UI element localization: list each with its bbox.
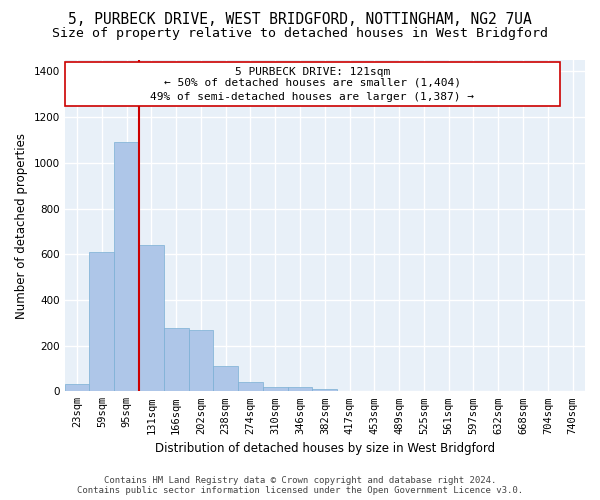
Text: ← 50% of detached houses are smaller (1,404): ← 50% of detached houses are smaller (1,… (164, 78, 461, 88)
Bar (313, 390, 337, 392)
Text: Contains HM Land Registry data © Crown copyright and database right 2024.
Contai: Contains HM Land Registry data © Crown c… (77, 476, 523, 495)
Bar (139, 245, 164, 392)
Bar (89, 252, 114, 392)
Bar (164, 328, 188, 392)
Bar (287, 387, 313, 392)
Bar (188, 330, 214, 392)
FancyBboxPatch shape (65, 62, 560, 106)
Text: 5, PURBECK DRIVE, WEST BRIDGFORD, NOTTINGHAM, NG2 7UA: 5, PURBECK DRIVE, WEST BRIDGFORD, NOTTIN… (68, 12, 532, 28)
Bar (263, 387, 287, 392)
Text: 49% of semi-detached houses are larger (1,387) →: 49% of semi-detached houses are larger (… (151, 92, 475, 102)
Y-axis label: Number of detached properties: Number of detached properties (15, 132, 28, 318)
Text: Size of property relative to detached houses in West Bridgford: Size of property relative to detached ho… (52, 28, 548, 40)
X-axis label: Distribution of detached houses by size in West Bridgford: Distribution of detached houses by size … (155, 442, 495, 455)
Bar (214, 366, 238, 392)
Bar (114, 142, 139, 392)
Bar (65, 384, 89, 392)
Text: 5 PURBECK DRIVE: 121sqm: 5 PURBECK DRIVE: 121sqm (235, 67, 390, 77)
Bar (238, 382, 263, 392)
